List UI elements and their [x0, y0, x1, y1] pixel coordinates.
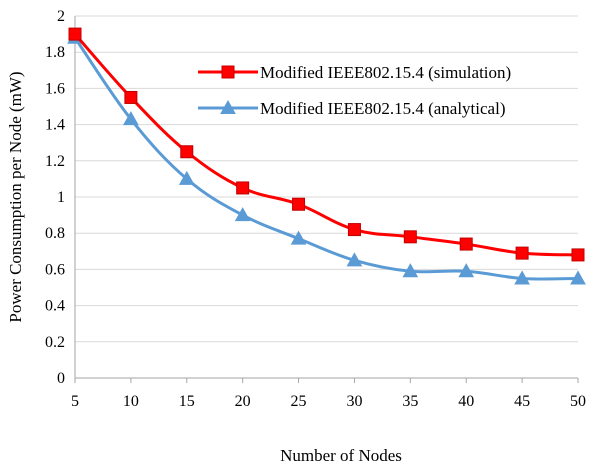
y-tick-label: 0: [57, 370, 65, 387]
data-point: [458, 263, 475, 278]
x-tick-label: 50: [570, 393, 586, 410]
data-point: [459, 237, 473, 251]
data-point: [124, 90, 138, 104]
data-point: [402, 263, 419, 278]
series-line: [73, 36, 579, 281]
x-tick-label: 45: [514, 393, 530, 410]
x-tick-label: 15: [179, 393, 195, 410]
legend-marker: [221, 65, 235, 79]
x-tick-label: 5: [71, 393, 79, 410]
data-point: [180, 145, 194, 159]
x-tick-label: 40: [458, 393, 474, 410]
legend-item: Modified IEEE802.15.4 (analytical): [198, 99, 505, 118]
y-tick-label: 2: [57, 8, 65, 25]
data-point: [234, 207, 251, 222]
legend-item: Modified IEEE802.15.4 (simulation): [198, 63, 511, 82]
y-tick-labels: 0 0.2 0.4 0.6 0.8 1 1.2 1.4 1.6 1.8 2: [45, 8, 65, 387]
x-tick-label: 30: [346, 393, 362, 410]
legend-label: Modified IEEE802.15.4 (analytical): [260, 99, 505, 118]
axes: [74, 16, 579, 383]
y-tick-label: 1.6: [45, 80, 65, 97]
x-tick-label: 10: [123, 393, 139, 410]
data-point: [347, 223, 361, 237]
data-point: [514, 270, 530, 285]
data-point: [290, 230, 307, 245]
x-tick-label: 25: [291, 393, 307, 410]
legend-marker: [220, 99, 236, 114]
x-tick-label: 35: [402, 393, 418, 410]
y-tick-label: 0.6: [45, 261, 65, 278]
y-tick-label: 1.4: [45, 117, 65, 134]
y-axis-title: Power Consumption per Node (mW): [6, 71, 25, 322]
data-point: [515, 246, 529, 260]
y-tick-label: 0.8: [45, 225, 65, 242]
y-tick-label: 0.4: [45, 298, 65, 315]
data-point: [236, 181, 250, 195]
legend: Modified IEEE802.15.4 (simulation) Modifi…: [198, 63, 511, 118]
data-point: [571, 248, 585, 262]
x-tick-label: 20: [235, 393, 251, 410]
data-point: [292, 197, 306, 211]
y-tick-label: 1.8: [45, 44, 65, 61]
data-point: [178, 170, 195, 185]
x-tick-labels: 5 10 15 20 25 30 35 40 45 50: [71, 393, 586, 410]
data-point: [68, 27, 82, 41]
series-line: [73, 33, 579, 257]
data-point: [403, 230, 417, 244]
data-point: [346, 252, 363, 267]
data-point: [570, 270, 586, 285]
series-group: [67, 27, 586, 285]
series-square: [68, 27, 585, 262]
x-axis-title: Number of Nodes: [280, 446, 402, 465]
legend-label: Modified IEEE802.15.4 (simulation): [260, 63, 511, 82]
y-tick-label: 0.2: [45, 334, 65, 351]
data-point: [123, 111, 139, 126]
y-tick-label: 1: [57, 189, 65, 206]
series-triangle: [67, 29, 586, 285]
y-tick-label: 1.2: [45, 153, 65, 170]
